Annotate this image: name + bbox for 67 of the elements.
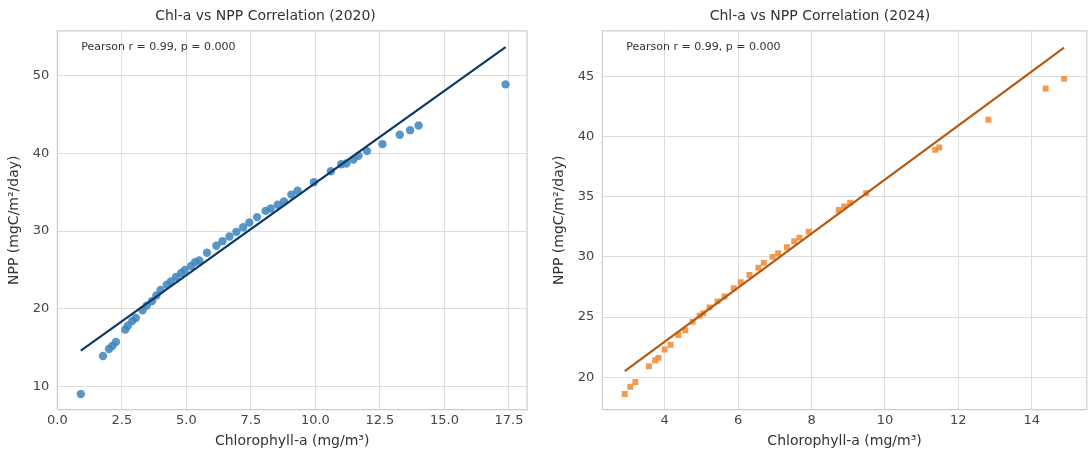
chart-title: Chl-a vs NPP Correlation (2024) [709, 7, 931, 24]
x-tick-label: 4 [660, 411, 669, 427]
x-tick-label: 8 [807, 411, 816, 427]
x-tick-label: 7.5 [240, 411, 262, 427]
x-tick-label: 10.0 [300, 411, 330, 427]
x-tick-label: 0.0 [47, 411, 68, 427]
y-tick-label: 40 [577, 128, 595, 143]
y-tick-label: 30 [577, 248, 595, 264]
point [791, 238, 798, 245]
x-tick-label: 5.0 [176, 411, 197, 427]
point [632, 378, 639, 385]
point [621, 391, 628, 397]
x-axis-title: Chlorophyll-a (mg/m³) [767, 432, 922, 449]
point [667, 341, 674, 348]
point [985, 116, 992, 123]
point [1061, 75, 1068, 82]
point [783, 244, 790, 251]
y-tick-label: 35 [577, 188, 595, 204]
point [755, 264, 762, 271]
annotation: Pearson r = 0.99, p = 0.000 [626, 39, 781, 53]
y-axis-title: NPP (mgC/m²/day) [5, 155, 22, 285]
point [252, 212, 262, 222]
y-tick-label: 50 [32, 67, 50, 83]
y-tick-label: 40 [32, 144, 50, 160]
x-tick-label: 15.0 [429, 411, 459, 427]
y-tick-label: 30 [32, 222, 50, 238]
point [627, 383, 634, 390]
point [395, 130, 404, 140]
x-axis-title: Chlorophyll-a (mg/m³) [214, 432, 370, 449]
point [775, 250, 782, 257]
point [645, 363, 652, 370]
point [405, 125, 415, 135]
y-tick-label: 10 [32, 377, 50, 393]
point [769, 253, 776, 260]
annotation: Pearson r = 0.99, p = 0.000 [81, 39, 236, 53]
point [936, 144, 943, 151]
point [414, 121, 423, 130]
point [238, 222, 248, 232]
point [266, 204, 275, 213]
point [245, 218, 254, 227]
y-tick-label: 20 [577, 368, 595, 384]
x-tick-label: 12 [950, 411, 967, 427]
x-tick-label: 17.5 [494, 411, 524, 427]
point [232, 227, 241, 237]
point [218, 236, 227, 246]
x-tick-label: 10 [876, 411, 894, 427]
x-tick-label: 14 [1023, 411, 1041, 427]
y-axis-title: NPP (mgC/m²/day) [550, 155, 567, 285]
x-tick-label: 2.5 [111, 411, 133, 427]
point [225, 232, 234, 241]
point [180, 265, 190, 275]
chart-title: Chl-a vs NPP Correlation (2020) [155, 7, 376, 24]
point [501, 80, 510, 89]
point [111, 337, 121, 347]
y-tick-label: 45 [577, 67, 595, 83]
point [202, 248, 212, 257]
point [760, 259, 767, 266]
x-tick-label: 6 [734, 411, 743, 427]
point [98, 351, 108, 361]
y-tick-label: 25 [577, 308, 595, 324]
point [76, 389, 86, 399]
point [796, 234, 803, 241]
x-tick-label: 12.5 [365, 411, 395, 427]
y-tick-label: 20 [32, 300, 50, 316]
point [212, 241, 221, 251]
point [378, 139, 387, 149]
point [195, 256, 204, 265]
